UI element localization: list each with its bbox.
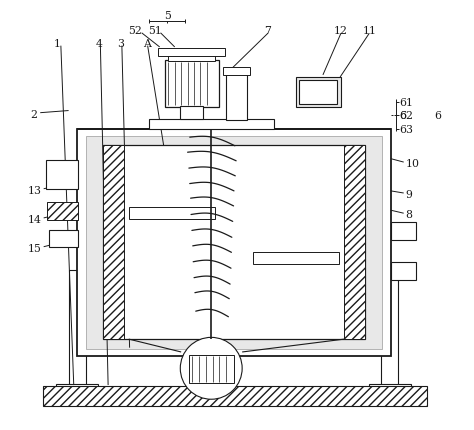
- Bar: [165, 61, 219, 108]
- Text: 13: 13: [27, 185, 42, 195]
- Bar: [47, 202, 78, 220]
- Text: 62: 62: [400, 111, 413, 120]
- Bar: [46, 160, 78, 189]
- Text: 1: 1: [54, 39, 61, 49]
- Text: 12: 12: [334, 26, 348, 36]
- Bar: [296, 78, 340, 108]
- Text: 6: 6: [400, 111, 406, 120]
- Text: 3: 3: [117, 39, 124, 49]
- Bar: [226, 74, 247, 121]
- Text: 61: 61: [400, 97, 413, 107]
- Bar: [223, 68, 250, 76]
- Bar: [157, 49, 226, 56]
- Text: 2: 2: [30, 109, 37, 119]
- Text: 6: 6: [435, 111, 442, 120]
- Text: 11: 11: [362, 26, 376, 36]
- Text: A: A: [143, 39, 151, 49]
- Circle shape: [180, 338, 242, 399]
- Bar: [86, 137, 382, 349]
- Text: 14: 14: [27, 214, 42, 224]
- Bar: [180, 107, 203, 120]
- Bar: [369, 384, 411, 392]
- Bar: [299, 81, 337, 104]
- Text: 63: 63: [400, 124, 413, 134]
- Bar: [391, 223, 416, 241]
- Bar: [168, 55, 215, 61]
- Text: 15: 15: [27, 243, 42, 253]
- Text: 4: 4: [95, 39, 102, 49]
- Bar: [103, 146, 124, 339]
- Bar: [129, 207, 215, 219]
- Bar: [56, 384, 98, 392]
- Text: 52: 52: [128, 26, 142, 36]
- Bar: [69, 271, 86, 387]
- Text: 7: 7: [264, 26, 272, 36]
- Text: 9: 9: [405, 190, 412, 200]
- Bar: [381, 271, 398, 387]
- Bar: [49, 230, 78, 247]
- Bar: [149, 120, 273, 129]
- Bar: [345, 146, 365, 339]
- Bar: [103, 146, 365, 339]
- Bar: [77, 129, 391, 356]
- Text: 8: 8: [405, 210, 412, 220]
- Text: 51: 51: [148, 26, 162, 36]
- Text: 5: 5: [164, 11, 171, 21]
- Bar: [189, 355, 234, 383]
- Text: 10: 10: [405, 159, 419, 169]
- Bar: [391, 262, 416, 280]
- Bar: [253, 252, 339, 264]
- Bar: [43, 387, 428, 406]
